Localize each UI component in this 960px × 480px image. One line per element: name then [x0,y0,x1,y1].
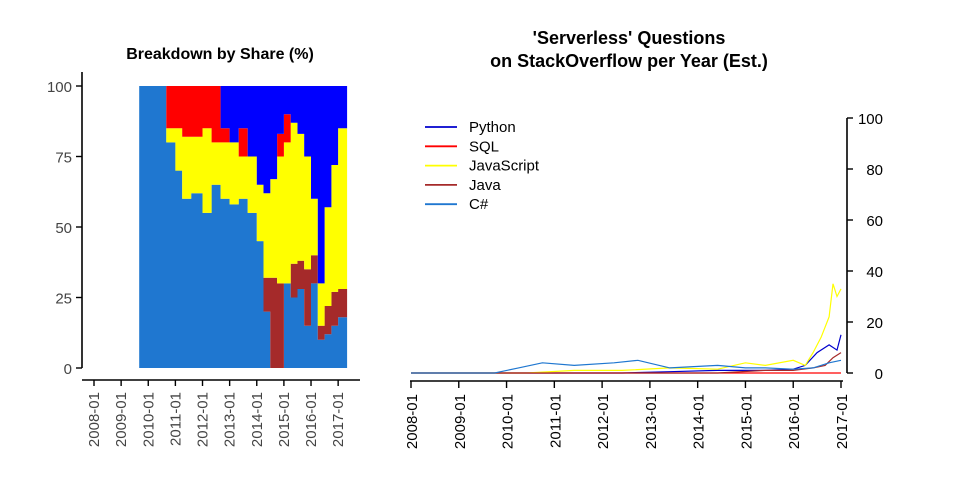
legend-label: Python [469,119,516,136]
legend-item-javascript: JavaScript [425,158,540,175]
share-chart: Breakdown by Share (%) 0 25 50 75 100 2008-0… [47,46,360,447]
share-x-tick-label: 2009-01 [113,392,130,447]
share-area-sql [139,86,348,284]
legend-item-java: Java [425,177,501,194]
questions-chart-title-line1: 'Serverless' Questions [533,28,726,48]
legend-label: Java [469,177,501,194]
questions-chart-y-ticks: 0 20 40 60 80 100 [847,111,883,383]
line-python [411,334,842,374]
legend-label: C# [469,196,489,213]
share-area-javascript [139,86,348,326]
questions-chart-x-ticks: 2008-01 2009-01 2010-01 2011-01 2012-01 2013-… [404,381,851,449]
line-javascript [411,283,842,374]
questions-x-tick-label: 2014-01 [691,394,708,449]
share-x-tick-label: 2013-01 [222,392,239,447]
share-x-tick-label: 2015-01 [276,392,293,447]
questions-y-tick-label: 100 [858,111,883,128]
share-x-tick-label: 2008-01 [86,392,103,447]
questions-x-tick-label: 2011-01 [547,394,564,448]
legend-label: JavaScript [469,158,540,175]
legend-item-sql: SQL [425,138,499,155]
share-x-tick-label: 2017-01 [330,392,347,447]
share-area-python [139,86,348,284]
questions-x-tick-label: 2008-01 [404,394,421,449]
share-x-tick-label: 2014-01 [249,392,266,447]
share-x-tick-label: 2010-01 [140,392,157,447]
questions-y-tick-label: 60 [866,213,883,230]
questions-x-tick-label: 2009-01 [452,394,469,449]
questions-chart-title-line2: on StackOverflow per Year (Est.) [490,51,768,71]
share-chart-areas [139,86,348,368]
questions-chart-lines [411,283,842,374]
questions-x-tick-label: 2017-01 [834,394,851,449]
questions-y-tick-label: 40 [866,264,883,281]
questions-x-tick-label: 2012-01 [595,394,612,449]
share-chart-title: Breakdown by Share (%) [126,46,314,63]
share-y-tick-label: 0 [64,361,72,378]
questions-x-tick-label: 2015-01 [738,394,755,449]
questions-y-tick-label: 20 [866,315,883,332]
questions-x-tick-label: 2016-01 [786,394,803,449]
share-y-tick-label: 50 [55,220,72,237]
share-y-tick-label: 100 [47,79,72,96]
questions-chart-legend: Python SQL JavaScript Java C# [425,119,540,213]
share-x-tick-label: 2011-01 [167,392,184,446]
questions-y-tick-label: 80 [866,162,883,179]
share-chart-x-ticks: 2008-01 2009-01 2010-01 2011-01 2012-01 2013-… [86,380,347,447]
questions-y-tick-label: 0 [875,366,883,383]
line-csharp [411,359,842,374]
share-x-tick-label: 2012-01 [195,392,212,447]
legend-label: SQL [469,138,499,155]
questions-x-tick-label: 2013-01 [643,394,660,449]
questions-chart: 'Serverless' Questions on StackOverflow … [404,28,883,449]
legend-item-csharp: C# [425,196,489,213]
share-x-tick-label: 2016-01 [303,392,320,447]
share-y-tick-label: 75 [55,150,72,167]
share-y-tick-label: 25 [55,291,72,308]
share-chart-y-ticks: 0 25 50 75 100 [47,79,82,378]
questions-x-tick-label: 2010-01 [500,394,517,449]
share-area-java [139,86,348,368]
legend-item-python: Python [425,119,516,136]
